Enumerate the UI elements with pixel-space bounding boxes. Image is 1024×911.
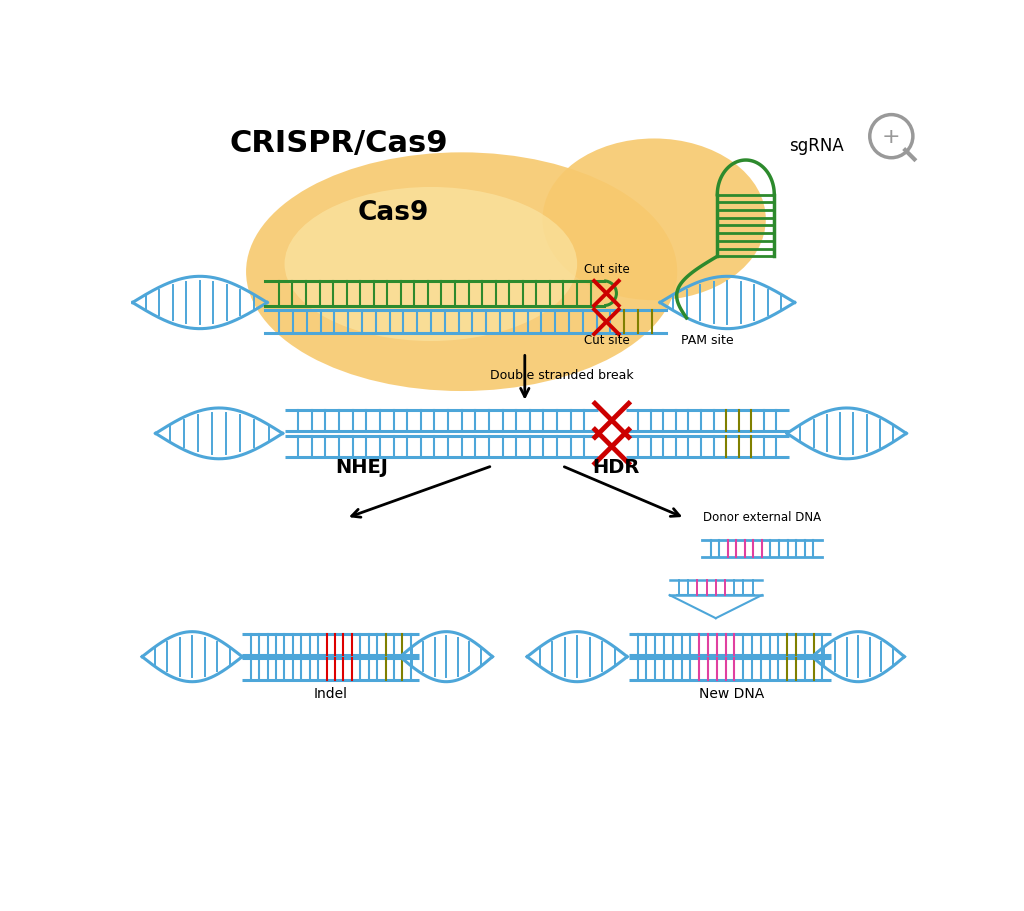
Text: HDR: HDR: [592, 457, 639, 476]
Text: Indel: Indel: [313, 686, 348, 700]
Text: Cut site: Cut site: [584, 334, 630, 347]
Ellipse shape: [246, 153, 677, 392]
Text: PAM site: PAM site: [681, 333, 734, 346]
Text: Cut site: Cut site: [584, 262, 630, 275]
Text: Cas9: Cas9: [357, 200, 429, 226]
Text: New DNA: New DNA: [698, 686, 764, 700]
Text: Donor external DNA: Donor external DNA: [702, 510, 821, 523]
Ellipse shape: [285, 188, 578, 342]
Text: +: +: [882, 127, 901, 147]
Text: Double stranded break: Double stranded break: [489, 369, 634, 382]
Ellipse shape: [543, 139, 766, 301]
Text: NHEJ: NHEJ: [335, 457, 388, 476]
Text: sgRNA: sgRNA: [788, 137, 844, 155]
Text: CRISPR/Cas9: CRISPR/Cas9: [229, 128, 447, 158]
